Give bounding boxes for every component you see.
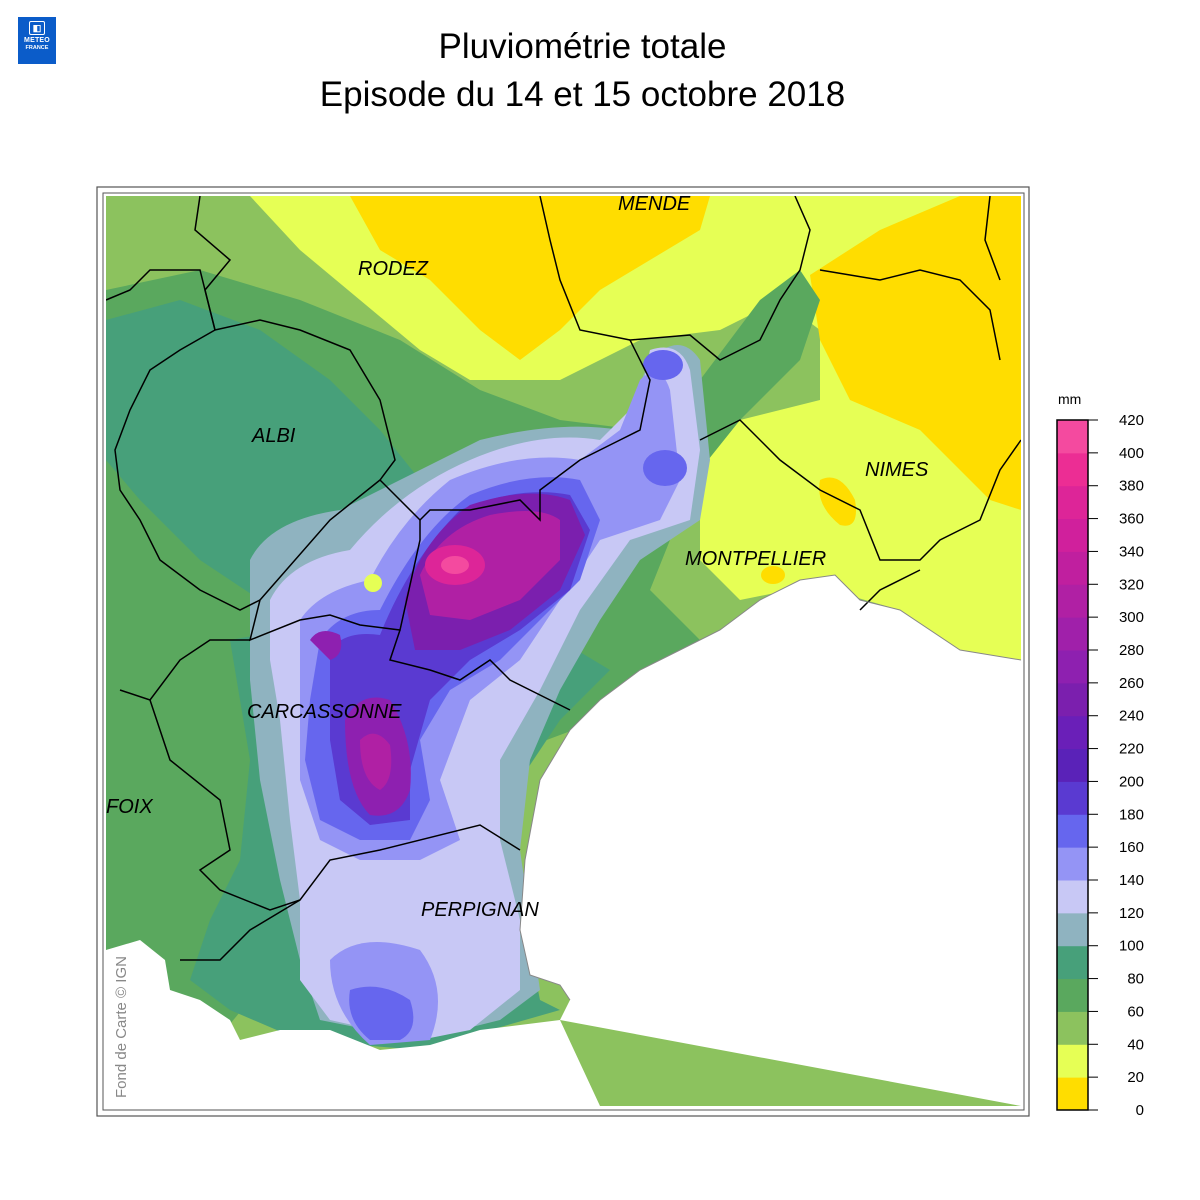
legend-colorbar: 0 20 40 60 80 100 120 140 160 180 200 220 240 260 280 3…	[1056, 412, 1144, 1119]
legend-swatch	[1057, 682, 1088, 717]
legend-swatch	[1057, 814, 1088, 848]
boundary-north-west	[106, 269, 216, 331]
city-label-mende: MENDE	[618, 193, 691, 215]
city-label-perpignan: PERPIGNAN	[421, 899, 539, 921]
legend-swatch	[1057, 617, 1088, 651]
legend-tick-label: 200	[1119, 773, 1144, 790]
coastline	[519, 574, 1022, 1001]
legend-swatch	[1057, 650, 1088, 684]
boundary-coast-east	[859, 569, 921, 611]
legend-tick-label: 60	[1127, 1003, 1144, 1020]
zone-20-40-spot	[364, 574, 382, 592]
legend-swatch	[1057, 518, 1088, 552]
legend-tick-label: 380	[1119, 478, 1144, 495]
spain-area	[106, 940, 600, 1106]
map-frame-outer	[96, 186, 1030, 1117]
department-boundaries	[106, 196, 1021, 961]
boundary-aude-herault	[389, 629, 571, 711]
zone-160-180-ne2	[643, 450, 687, 486]
legend-swatch	[1057, 748, 1088, 782]
legend-swatch	[1057, 880, 1088, 914]
boundary-ariege-north	[119, 639, 250, 701]
legend-tick-label: 240	[1119, 708, 1144, 725]
map-frame-inner	[102, 192, 1025, 1111]
zone-0-20-east	[810, 196, 1021, 510]
logo-mark-icon: ◧	[29, 21, 45, 35]
legend-tick-label: 360	[1119, 511, 1144, 528]
legend-tick-label: 80	[1127, 971, 1144, 988]
legend-swatch	[1057, 781, 1088, 815]
zone-160-180-ne	[643, 350, 683, 380]
zone-280-340	[420, 511, 560, 620]
legend-tick-label: 140	[1119, 872, 1144, 889]
boundary-gard-herault	[699, 419, 1021, 561]
city-label-nimes: NIMES	[865, 459, 929, 481]
boundary-tarn-aude	[248, 479, 421, 642]
legend-swatch	[1057, 1011, 1088, 1045]
legend-tick-label: 160	[1119, 839, 1144, 856]
map-title: Pluviométrie totale	[438, 27, 727, 66]
legend-tick-label: 0	[1136, 1102, 1144, 1119]
mediterranean-sea	[520, 575, 1021, 1106]
legend-swatch	[1057, 945, 1088, 980]
zone-400-420-core	[441, 556, 469, 574]
legend-swatch	[1057, 847, 1088, 881]
legend-tick-label: 420	[1119, 412, 1144, 429]
legend-tick-label: 300	[1119, 609, 1144, 626]
zone-280-340-south	[360, 733, 392, 790]
legend-unit: mm	[1058, 391, 1082, 407]
zone-160-180-south	[349, 986, 414, 1040]
legend-swatch	[1057, 912, 1088, 947]
logo-text-line2: FRANCE	[25, 45, 49, 51]
boundary-ardeche	[984, 196, 1001, 281]
legend-tick-label: 320	[1119, 576, 1144, 593]
rainfall-field	[106, 196, 1021, 1106]
legend-tick-label: 120	[1119, 905, 1144, 922]
map-subtitle: Episode du 14 et 15 octobre 2018	[319, 75, 846, 114]
legend-tick-label: 180	[1119, 806, 1144, 823]
city-label-montpellier: MONTPELLIER	[685, 548, 826, 570]
legend-tick-label: 100	[1119, 938, 1144, 955]
city-labels: MENDE RODEZ ALBI NIMES MONTPELLIER CARCA…	[106, 193, 929, 921]
legend-swatch	[1057, 452, 1088, 487]
legend-tick-label: 40	[1127, 1036, 1144, 1053]
legend-tick-label: 260	[1119, 675, 1144, 692]
map-credit: Fond de Carte © IGN	[113, 956, 130, 1098]
boundary-gard-north	[819, 269, 1001, 361]
legend-swatch	[1057, 551, 1088, 585]
legend-swatch	[1057, 420, 1088, 454]
zone-220-280-west	[310, 631, 342, 660]
legend-swatch	[1057, 1044, 1088, 1078]
boundary-ariege-south	[180, 899, 301, 961]
city-label-albi: ALBI	[251, 425, 296, 447]
legend-tick-label: 340	[1119, 543, 1144, 560]
legend-tick-label: 20	[1127, 1069, 1144, 1086]
zone-0-20-north	[350, 196, 710, 360]
city-label-carcassonne: CARCASSONNE	[247, 701, 402, 723]
zone-0-20-spot	[819, 477, 856, 526]
legend-tick-label: 400	[1119, 445, 1144, 462]
city-label-rodez: RODEZ	[358, 258, 429, 280]
legend-swatch	[1057, 485, 1088, 520]
zone-0-20-spot2	[761, 566, 785, 584]
legend-swatch	[1057, 584, 1088, 618]
city-label-foix: FOIX	[106, 796, 153, 818]
legend-frame	[1056, 419, 1089, 1111]
legend-swatch	[1057, 978, 1088, 1012]
boundary-lozere	[539, 196, 631, 341]
legend-tick-label: 280	[1119, 642, 1144, 659]
meteo-france-logo: ◧ METEO FRANCE	[18, 17, 56, 64]
boundary-aude-pyrenees	[149, 699, 521, 911]
logo-text-line1: METEO	[24, 37, 50, 44]
legend-tick-label: 220	[1119, 741, 1144, 758]
boundary-tarn-west	[114, 329, 261, 611]
legend-swatch	[1057, 1077, 1088, 1111]
legend-swatch	[1057, 715, 1088, 750]
boundary-aveyron-tarn-herault	[194, 196, 811, 522]
